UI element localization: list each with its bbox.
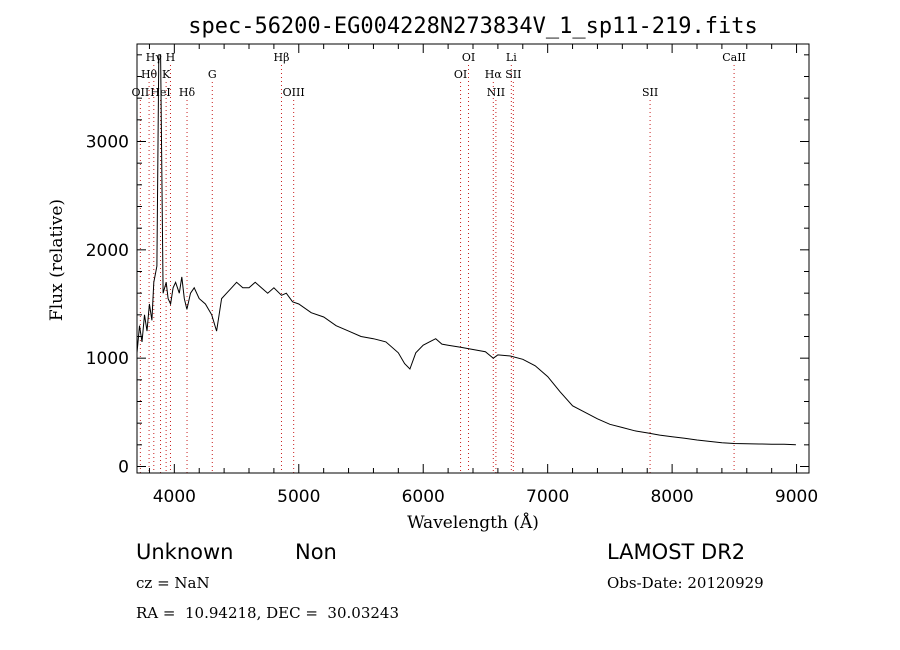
line-label: NII — [487, 86, 505, 99]
spectrum-line — [136, 54, 796, 446]
plot-frame — [136, 43, 810, 474]
line-label: Hγ — [146, 51, 163, 64]
subclass-label: Non — [295, 540, 337, 564]
line-label: Hθ — [141, 68, 158, 81]
redshift-label: cz = NaN — [136, 574, 210, 592]
line-label: Hα — [485, 68, 503, 81]
line-label: CaII — [722, 51, 746, 64]
line-marker-group — [139, 65, 735, 473]
x-tick-label: 7000 — [526, 487, 569, 507]
obs-date-label: Obs-Date: 20120929 — [607, 574, 764, 592]
chart-title: spec-56200-EG004228N273834V_1_sp11-219.f… — [188, 14, 758, 39]
x-tick-label: 4000 — [153, 487, 196, 507]
line-label: Li — [506, 51, 517, 64]
class-label: Unknown — [136, 540, 234, 564]
coordinates-label: RA = 10.94218, DEC = 30.03243 — [136, 604, 400, 622]
line-label: Hβ — [274, 51, 290, 64]
line-label: OII — [132, 86, 150, 99]
y-axis-label: Flux (relative) — [47, 199, 67, 321]
line-label: OIII — [283, 86, 305, 99]
x-tick-label: 8000 — [650, 487, 693, 507]
y-tick-label: 0 — [118, 458, 129, 478]
y-axis-ticks: 0 1000 2000 3000 — [86, 54, 809, 478]
x-tick-label: 6000 — [402, 487, 445, 507]
line-label: OI — [454, 68, 467, 81]
line-label: K — [162, 68, 171, 81]
y-tick-label: 3000 — [86, 133, 129, 153]
survey-label: LAMOST DR2 — [607, 540, 746, 564]
line-label: H — [166, 51, 176, 64]
x-axis-label: Wavelength (Å) — [407, 512, 539, 533]
line-label: SII — [505, 68, 521, 81]
x-tick-label: 9000 — [775, 487, 818, 507]
x-axis-ticks: 4000 5000 6000 7000 8000 9000 — [148, 44, 818, 507]
line-label: OI — [462, 51, 475, 64]
line-label: SII — [642, 86, 658, 99]
y-tick-label: 2000 — [86, 241, 129, 261]
line-label: Hδ — [179, 86, 196, 99]
y-tick-label: 1000 — [86, 349, 129, 369]
line-label: G — [208, 68, 217, 81]
x-tick-label: 5000 — [277, 487, 320, 507]
